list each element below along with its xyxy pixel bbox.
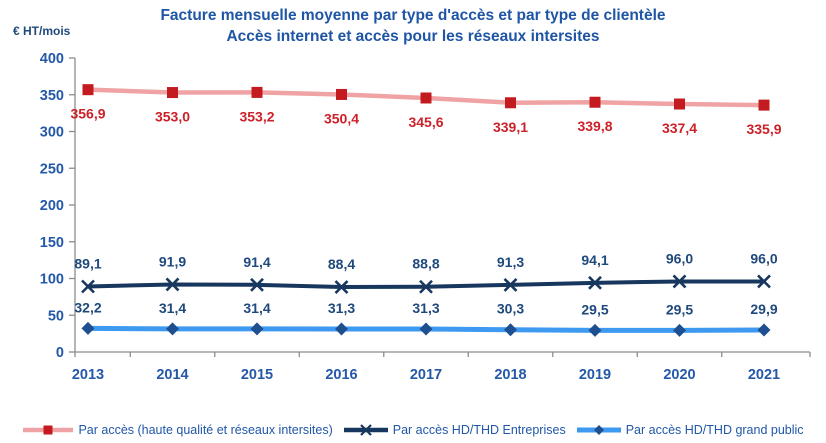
legend-label: Par accès HD/THD grand public [625, 423, 804, 437]
svg-text:339,8: 339,8 [577, 118, 612, 134]
svg-text:91,3: 91,3 [497, 254, 524, 270]
svg-text:2014: 2014 [156, 367, 188, 383]
svg-text:88,4: 88,4 [328, 256, 355, 272]
svg-text:335,9: 335,9 [746, 121, 781, 137]
svg-text:337,4: 337,4 [662, 120, 697, 136]
svg-text:2016: 2016 [325, 367, 357, 383]
svg-text:96,0: 96,0 [750, 250, 777, 266]
svg-text:2017: 2017 [410, 367, 442, 383]
svg-text:96,0: 96,0 [666, 250, 693, 266]
svg-text:2018: 2018 [494, 367, 526, 383]
svg-text:50: 50 [48, 308, 64, 324]
chart-subtitle: Accès internet et accès pour les réseaux… [226, 28, 600, 45]
svg-text:339,1: 339,1 [493, 119, 528, 135]
svg-text:29,5: 29,5 [581, 301, 608, 317]
legend-swatch-square-icon [23, 425, 74, 435]
series-1: 89,1 91,9 91,4 88,4 88,8 91,3 94,1 96,0 96,0 [74, 250, 778, 294]
svg-text:29,5: 29,5 [666, 301, 693, 317]
series-0: 356,9 353,0 353,2 350,4 345,6 339,1 339,8 337,4… [70, 84, 782, 137]
svg-text:345,6: 345,6 [408, 114, 443, 130]
svg-text:30,3: 30,3 [497, 301, 524, 317]
svg-text:2019: 2019 [579, 367, 611, 383]
svg-text:2020: 2020 [663, 367, 695, 383]
svg-text:350,4: 350,4 [324, 110, 359, 126]
svg-text:150: 150 [40, 235, 64, 251]
legend-item-par-acces-haute-qualite: Par accès (haute qualité et réseaux inte… [22, 423, 333, 437]
svg-text:31,4: 31,4 [243, 300, 270, 316]
legend-swatch-x-icon [343, 424, 388, 436]
chart-legend: Par accès (haute qualité et réseaux inte… [0, 423, 826, 437]
svg-text:32,2: 32,2 [74, 299, 101, 315]
svg-text:2013: 2013 [72, 367, 104, 383]
legend-label: Par accès (haute qualité et réseaux inte… [78, 423, 333, 437]
series-2: 32,2 31,4 31,4 31,3 31,3 30,3 29,5 29,5 29,9 [74, 299, 778, 337]
svg-text:29,9: 29,9 [750, 301, 777, 317]
svg-text:88,8: 88,8 [412, 256, 439, 272]
legend-item-hdthd-grand-public: Par accès HD/THD grand public [576, 423, 804, 437]
svg-text:2015: 2015 [241, 367, 273, 383]
svg-text:353,0: 353,0 [155, 109, 190, 125]
svg-text:31,4: 31,4 [159, 300, 186, 316]
chart-title-block: Facture mensuelle moyenne par type d'acc… [0, 5, 826, 47]
legend-swatch-diamond-icon [576, 425, 621, 435]
svg-text:350: 350 [40, 88, 64, 104]
y-axis-unit-label: € HT/mois [13, 24, 71, 38]
svg-text:2021: 2021 [748, 367, 780, 383]
svg-text:400: 400 [40, 51, 64, 67]
svg-text:89,1: 89,1 [74, 256, 101, 272]
svg-text:356,9: 356,9 [70, 106, 105, 122]
legend-label: Par accès HD/THD Entreprises [392, 423, 566, 437]
svg-text:31,3: 31,3 [328, 300, 355, 316]
legend-item-hdthd-entreprises: Par accès HD/THD Entreprises [343, 423, 566, 437]
svg-text:200: 200 [40, 198, 64, 214]
svg-text:94,1: 94,1 [581, 252, 608, 268]
svg-text:31,3: 31,3 [412, 300, 439, 316]
svg-text:250: 250 [40, 161, 64, 177]
line-chart-plot-area: 0 50 100 150 200 250 300 350 400 2013 2014 2015 2016… [40, 51, 811, 383]
svg-text:353,2: 353,2 [239, 108, 274, 124]
svg-text:100: 100 [40, 272, 64, 288]
svg-text:91,4: 91,4 [243, 254, 270, 270]
svg-text:0: 0 [56, 345, 64, 361]
svg-text:300: 300 [40, 125, 64, 141]
chart-title: Facture mensuelle moyenne par type d'acc… [160, 7, 666, 24]
svg-text:91,9: 91,9 [159, 253, 186, 269]
